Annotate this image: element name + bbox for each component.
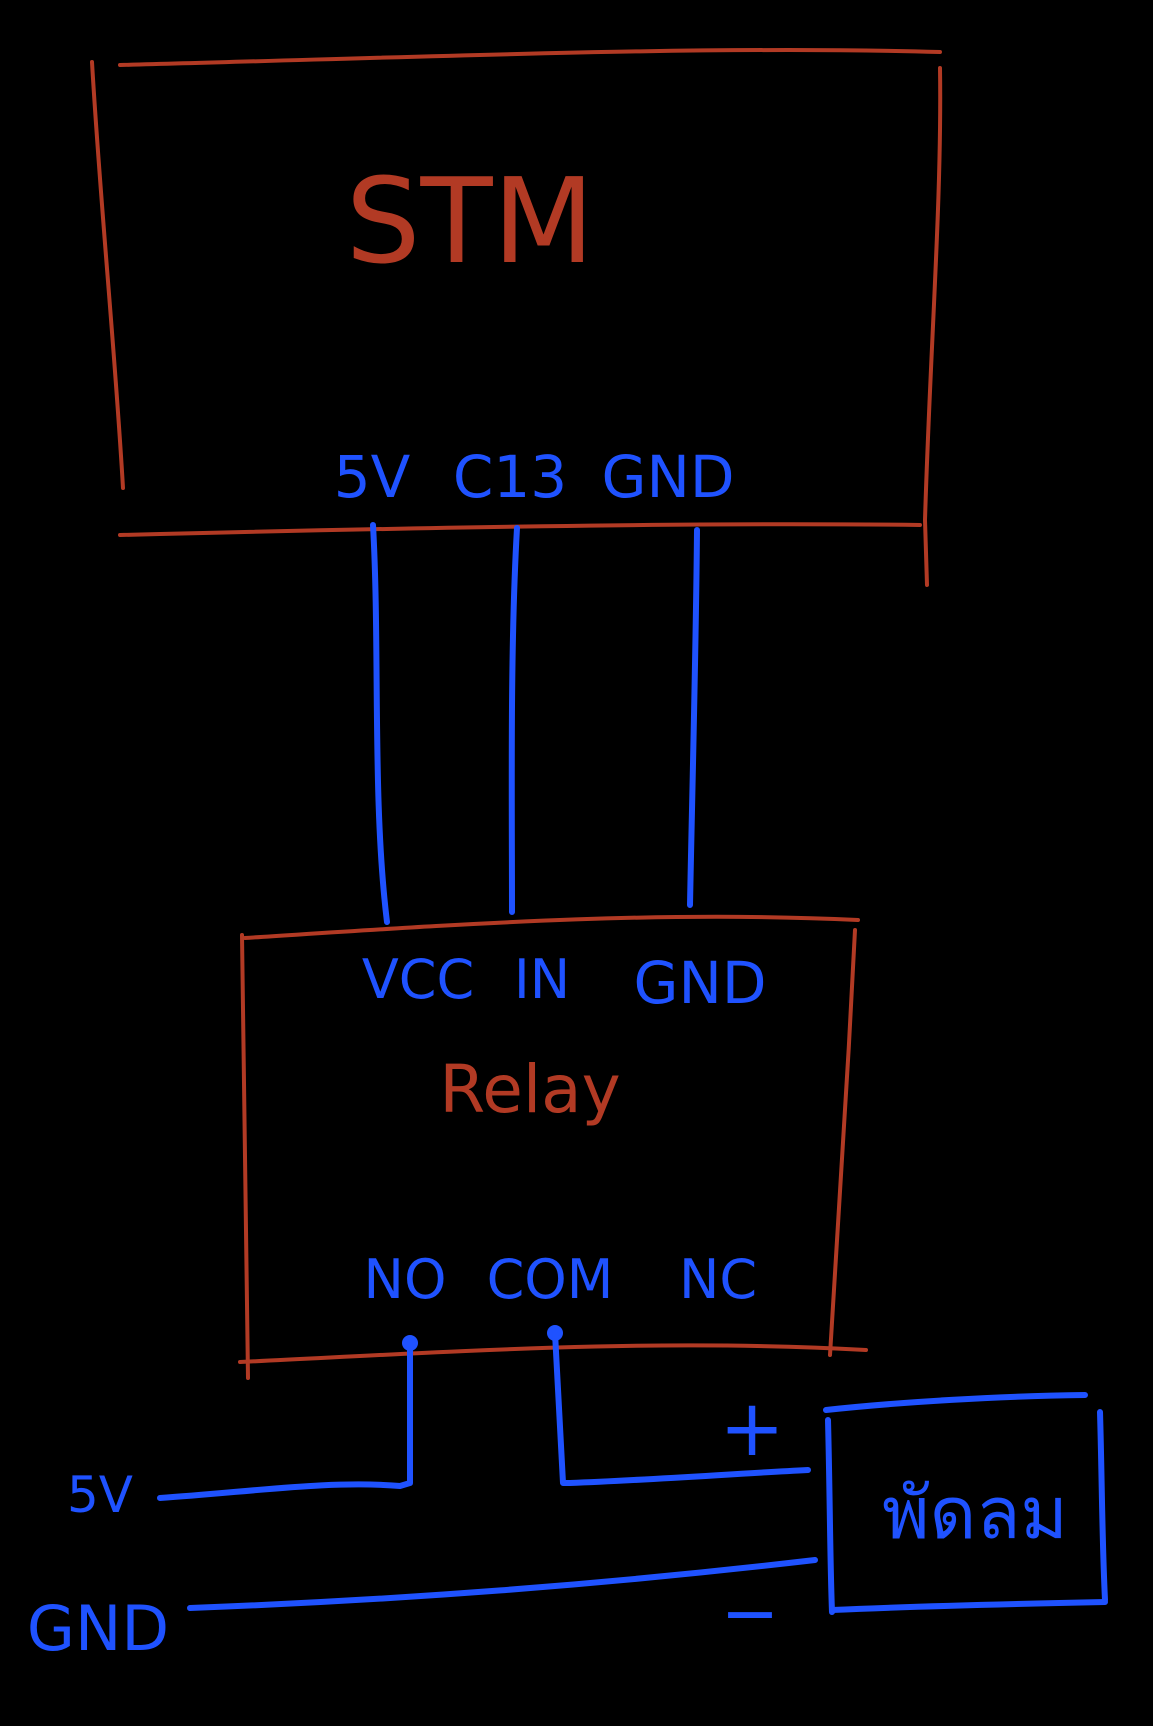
fan-label: พัดลม (882, 1471, 1068, 1555)
wire-c13-in (508, 525, 520, 915)
wire-com-fan (552, 1330, 811, 1486)
supply-5v-label: 5V (67, 1466, 133, 1524)
relay-pin-com: COM (487, 1248, 614, 1311)
relay-pin-in: IN (514, 948, 570, 1011)
wire-gnd-gnd (687, 527, 700, 908)
stm-board (90, 47, 943, 587)
fan-box (823, 1392, 1108, 1615)
stm-pin-5v: 5V (334, 443, 411, 511)
stm-pin-gnd: GND (602, 443, 735, 511)
fan-minus-label: − (721, 1572, 780, 1654)
wire-5v-vcc (370, 522, 390, 925)
relay-pin-nc: NC (679, 1248, 757, 1311)
relay-title: Relay (439, 1051, 620, 1128)
relay-module (238, 914, 868, 1380)
fan-plus-label: + (719, 1384, 784, 1474)
wire-gnd-fan (187, 1557, 818, 1611)
relay-pin-no: NO (364, 1248, 447, 1311)
supply-gnd-label: GND (27, 1592, 169, 1665)
relay-pin-vcc: VCC (362, 948, 474, 1011)
stm-title: STM (346, 152, 595, 290)
relay-pin-gnd: GND (634, 949, 767, 1017)
wire-5v-no (157, 1340, 413, 1501)
stm-pin-c13: C13 (453, 443, 567, 511)
